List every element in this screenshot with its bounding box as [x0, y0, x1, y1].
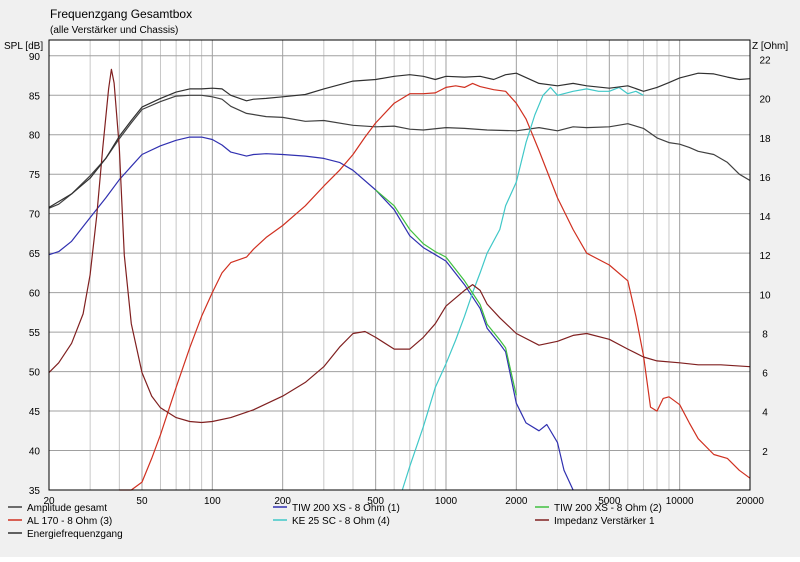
y-left-tick-label: 85: [29, 91, 41, 102]
chart-title: Frequenzgang Gesamtbox: [50, 7, 192, 21]
y-left-tick-label: 60: [29, 289, 41, 300]
y-right-tick-label: 12: [759, 251, 771, 262]
x-tick-label: 1000: [435, 496, 458, 507]
series-line: [375, 189, 517, 396]
x-tick-label: 2000: [505, 496, 528, 507]
y-left-tick-label: 90: [29, 52, 41, 63]
x-tick-label: 200: [274, 496, 291, 507]
y-left-tick-label: 35: [29, 486, 41, 497]
x-tick-label: 500: [367, 496, 384, 507]
series-group: [48, 68, 751, 491]
legend-label: TIW 200 XS - 8 Ohm (2): [554, 503, 662, 514]
x-tick-label: 50: [136, 496, 148, 507]
y-right-tick-label: 6: [762, 369, 768, 380]
x-tick-label: 20000: [736, 496, 764, 507]
y-right-tick-label: 4: [762, 408, 768, 419]
tick-labels: 20 50 100 200 500 1000 2000 5000 10000 20000 35 40 4…: [29, 52, 771, 507]
y-left-tick-label: 45: [29, 407, 41, 418]
x-tick-label: 10000: [666, 496, 694, 507]
y-right-tick-label: 2: [762, 447, 768, 458]
y-left-tick-label: 55: [29, 328, 41, 339]
x-tick-label: 5000: [598, 496, 621, 507]
series-line: [48, 68, 751, 424]
legend-label: AL 170 - 8 Ohm (3): [27, 516, 112, 527]
plot-area: [49, 40, 750, 490]
y-right-tick-label: 16: [759, 173, 771, 184]
legend: Amplitude gesamt AL 170 - 8 Ohm (3) Energi…: [8, 503, 662, 540]
y-left-tick-label: 40: [29, 447, 41, 458]
legend-label: Impedanz Verstärker 1: [554, 516, 655, 527]
y-left-tick-label: 65: [29, 249, 41, 260]
legend-label: Amplitude gesamt: [27, 503, 107, 514]
legend-label: TIW 200 XS - 8 Ohm (1): [292, 503, 400, 514]
y-right-tick-label: 10: [759, 290, 771, 301]
y-axis-left-label: SPL [dB]: [4, 41, 43, 52]
series-line: [401, 86, 644, 491]
series-line: [48, 94, 751, 209]
x-tick-label: 100: [204, 496, 221, 507]
y-right-tick-label: 8: [762, 329, 768, 340]
legend-label: Energiefrequenzgang: [27, 529, 123, 540]
y-right-tick-label: 20: [759, 95, 771, 106]
legend-label: KE 25 SC - 8 Ohm (4): [292, 516, 390, 527]
chart-subtitle: (alle Verstärker und Chassis): [50, 25, 178, 36]
y-axis-right-label: Z [Ohm]: [752, 41, 788, 52]
series-line: [119, 82, 751, 491]
y-right-tick-label: 18: [759, 134, 771, 145]
x-tick-label: 20: [43, 496, 55, 507]
y-left-tick-label: 80: [29, 131, 41, 142]
y-left-tick-label: 75: [29, 170, 41, 181]
y-right-tick-label: 22: [759, 56, 771, 67]
y-left-tick-label: 70: [29, 210, 41, 221]
y-right-tick-label: 14: [759, 212, 771, 223]
y-left-tick-label: 50: [29, 368, 41, 379]
series-line: [48, 136, 574, 491]
series-line: [48, 72, 751, 208]
plot-frame: [48, 39, 751, 491]
